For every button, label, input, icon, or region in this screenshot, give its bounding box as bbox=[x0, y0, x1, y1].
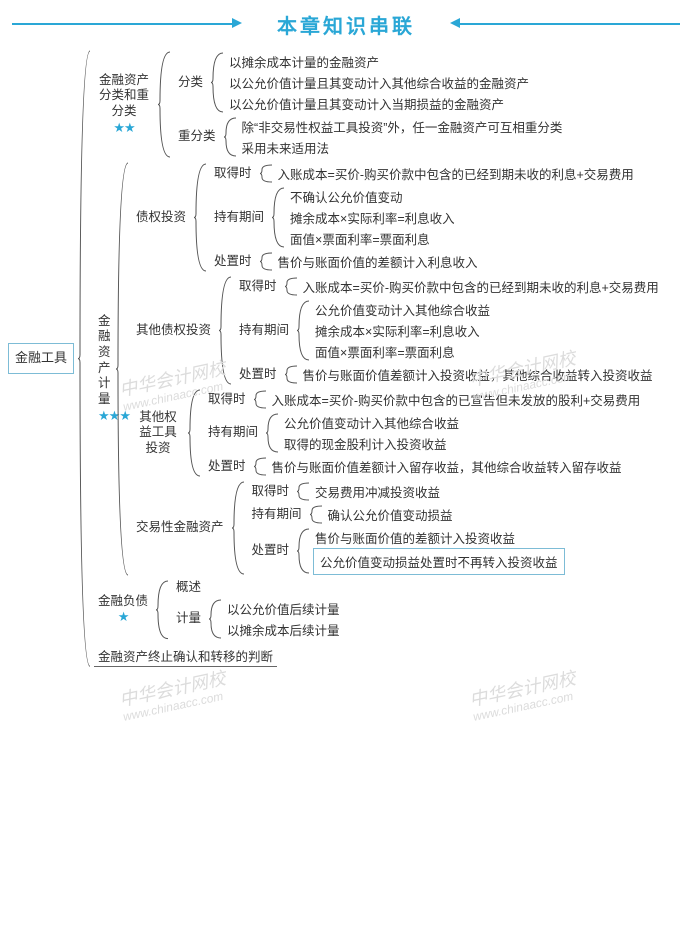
star-icon: ★ bbox=[118, 609, 129, 624]
brace-icon bbox=[285, 364, 297, 385]
leaf: 以公允价值后续计量 bbox=[225, 598, 342, 619]
brace-icon bbox=[232, 480, 244, 576]
brace-icon bbox=[254, 389, 266, 410]
leaf: 面值×票面利率=票面利息 bbox=[288, 228, 457, 249]
brace-icon bbox=[78, 49, 90, 668]
leaf: 售价与账面价值的差额计入投资收益 bbox=[313, 527, 565, 548]
node-qitaquanyi: 其他权益工具投资 bbox=[132, 410, 184, 457]
node-chongfenlei: 重分类 bbox=[174, 129, 220, 145]
branch-chongfenlei: 重分类 除“非交易性权益工具投资”外，任一金融资产可互相重分类 采用未来适用法 bbox=[174, 116, 564, 158]
brace-icon bbox=[310, 504, 322, 525]
brace-icon bbox=[297, 299, 309, 362]
leaf: 确认公允价值变动损益 bbox=[326, 504, 455, 525]
brace-icon bbox=[254, 456, 266, 477]
title-arrow-left bbox=[232, 18, 242, 28]
node-chiyou: 持有期间 bbox=[248, 507, 306, 523]
node-chuzhi: 处置时 bbox=[210, 254, 256, 270]
brace-icon bbox=[219, 275, 231, 386]
node-qude: 取得时 bbox=[204, 392, 250, 408]
level1-children: 金融资产分类和重分类 ★★ 分类 以摊余成本计量的金融资产 以公允价值计量且其变… bbox=[94, 49, 661, 668]
leaf: 采用未来适用法 bbox=[240, 137, 565, 158]
node-measure: 金融资产计量 ★★★ bbox=[94, 314, 112, 424]
leaf: 售价与账面价值的差额计入利息收入 bbox=[276, 251, 480, 272]
title-arrow-right bbox=[450, 18, 460, 28]
leaf: 摊余成本×实际利率=利息收入 bbox=[313, 320, 492, 341]
brace-icon bbox=[297, 527, 309, 575]
page-root: 本章知识串联 金融工具 金融资产分类和重分类 ★★ 分类 bbox=[0, 0, 692, 692]
brace-icon bbox=[209, 598, 221, 640]
leaf: 交易费用冲减投资收益 bbox=[313, 481, 442, 502]
node-chuzhi: 处置时 bbox=[235, 367, 281, 383]
star-icon: ★★ bbox=[113, 120, 134, 135]
branch-measure: 金融资产计量 ★★★ 债权投资 取得时 入账成本=买价-购买价款中包含的已经 bbox=[94, 161, 661, 577]
node-jiaoyixing: 交易性金融资产 bbox=[132, 520, 228, 536]
node-classify: 金融资产分类和重分类 ★★ bbox=[94, 73, 154, 137]
node-liability: 金融负债 ★ bbox=[94, 594, 152, 626]
brace-icon bbox=[297, 481, 309, 502]
leaf: 售价与账面价值差额计入留存收益，其他综合收益转入留存收益 bbox=[270, 456, 624, 477]
watermark-text: 中华会计网校www.chinaacc.com bbox=[468, 669, 580, 724]
branch-liability: 金融负债 ★ 概述 计量 以公允价值后续计量 以摊余成本后续计量 bbox=[94, 579, 661, 641]
node-zhongzhi: 金融资产终止确认和转移的判断 bbox=[94, 650, 277, 668]
leaf: 取得的现金股利计入投资收益 bbox=[282, 433, 461, 454]
brace-icon bbox=[211, 51, 223, 114]
branch-classify: 金融资产分类和重分类 ★★ 分类 以摊余成本计量的金融资产 以公允价值计量且其变… bbox=[94, 50, 661, 159]
brace-icon bbox=[224, 116, 236, 158]
leaf: 以公允价值计量且其变动计入其他综合收益的金融资产 bbox=[227, 72, 531, 93]
branch-qitazhaiquan: 其他债权投资 取得时 入账成本=买价-购买价款中包含的已经到期未收的利息+交易费… bbox=[132, 275, 661, 386]
root-label: 金融工具 bbox=[15, 350, 67, 365]
brace-icon bbox=[116, 161, 128, 577]
leaf: 售价与账面价值差额计入投资收益，其他综合收益转入投资收益 bbox=[301, 364, 655, 385]
brace-icon bbox=[188, 388, 200, 478]
branch-fenlei: 分类 以摊余成本计量的金融资产 以公允价值计量且其变动计入其他综合收益的金融资产… bbox=[174, 51, 564, 114]
node-qude: 取得时 bbox=[248, 484, 294, 500]
brace-icon bbox=[260, 163, 272, 184]
root-node: 金融工具 bbox=[8, 343, 74, 374]
leaf: 除“非交易性权益工具投资”外，任一金融资产可互相重分类 bbox=[240, 116, 565, 137]
node-qitazhaiquan: 其他债权投资 bbox=[132, 323, 215, 339]
node-jiliang: 计量 bbox=[172, 611, 205, 627]
node-chuzhi: 处置时 bbox=[204, 459, 250, 475]
brace-icon bbox=[260, 251, 272, 272]
leaf: 摊余成本×实际利率=利息收入 bbox=[288, 207, 457, 228]
leaf: 公允价值变动计入其他综合收益 bbox=[282, 412, 461, 433]
leaf: 面值×票面利率=票面利息 bbox=[313, 341, 492, 362]
title-bar: 本章知识串联 bbox=[0, 0, 692, 45]
watermark-text: 中华会计网校www.chinaacc.com bbox=[118, 669, 230, 724]
node-chiyou: 持有期间 bbox=[204, 425, 262, 441]
branch-zhaiquan: 债权投资 取得时 入账成本=买价-购买价款中包含的已经到期未收的利息+交易费用 … bbox=[132, 162, 661, 273]
node-gaishu: 概述 bbox=[172, 580, 205, 596]
title-line-left bbox=[12, 23, 232, 25]
brace-icon bbox=[158, 50, 170, 159]
branch-zhongzhi: 金融资产终止确认和转移的判断 bbox=[94, 650, 661, 668]
leaf: 入账成本=买价-购买价款中包含的已经到期未收的利息+交易费用 bbox=[301, 276, 661, 297]
brace-icon bbox=[272, 186, 284, 249]
leaf: 以公允价值计量且其变动计入当期损益的金融资产 bbox=[227, 93, 531, 114]
node-chiyou: 持有期间 bbox=[210, 210, 268, 226]
leaf: 以摊余成本计量的金融资产 bbox=[227, 51, 531, 72]
leaf: 入账成本=买价-购买价款中包含的已宣告但未发放的股利+交易费用 bbox=[270, 389, 643, 410]
brace-icon bbox=[156, 579, 168, 641]
leaf: 以摊余成本后续计量 bbox=[225, 619, 342, 640]
node-qude: 取得时 bbox=[210, 166, 256, 182]
brace-icon bbox=[285, 276, 297, 297]
node-qude: 取得时 bbox=[235, 279, 281, 295]
brace-icon bbox=[266, 412, 278, 454]
leaf: 不确认公允价值变动 bbox=[288, 186, 457, 207]
leaf-boxed: 公允价值变动损益处置时不再转入投资收益 bbox=[313, 548, 565, 575]
leaf: 公允价值变动计入其他综合收益 bbox=[313, 299, 492, 320]
node-chiyou: 持有期间 bbox=[235, 323, 293, 339]
mindmap-tree: 金融工具 金融资产分类和重分类 ★★ 分类 以摊余成本计量的金融资产 bbox=[0, 45, 692, 672]
title-line-right bbox=[460, 23, 680, 25]
page-title: 本章知识串联 bbox=[265, 10, 427, 39]
node-chuzhi: 处置时 bbox=[248, 543, 294, 559]
branch-jiaoyixing: 交易性金融资产 取得时 交易费用冲减投资收益 持有期间 确认公 bbox=[132, 480, 661, 576]
branch-qitaquanyi: 其他权益工具投资 取得时 入账成本=买价-购买价款中包含的已宣告但未发放的股利+… bbox=[132, 388, 661, 478]
leaf: 入账成本=买价-购买价款中包含的已经到期未收的利息+交易费用 bbox=[276, 163, 636, 184]
node-zhaiquan: 债权投资 bbox=[132, 210, 190, 226]
brace-icon bbox=[194, 162, 206, 273]
node-fenlei: 分类 bbox=[174, 75, 207, 91]
